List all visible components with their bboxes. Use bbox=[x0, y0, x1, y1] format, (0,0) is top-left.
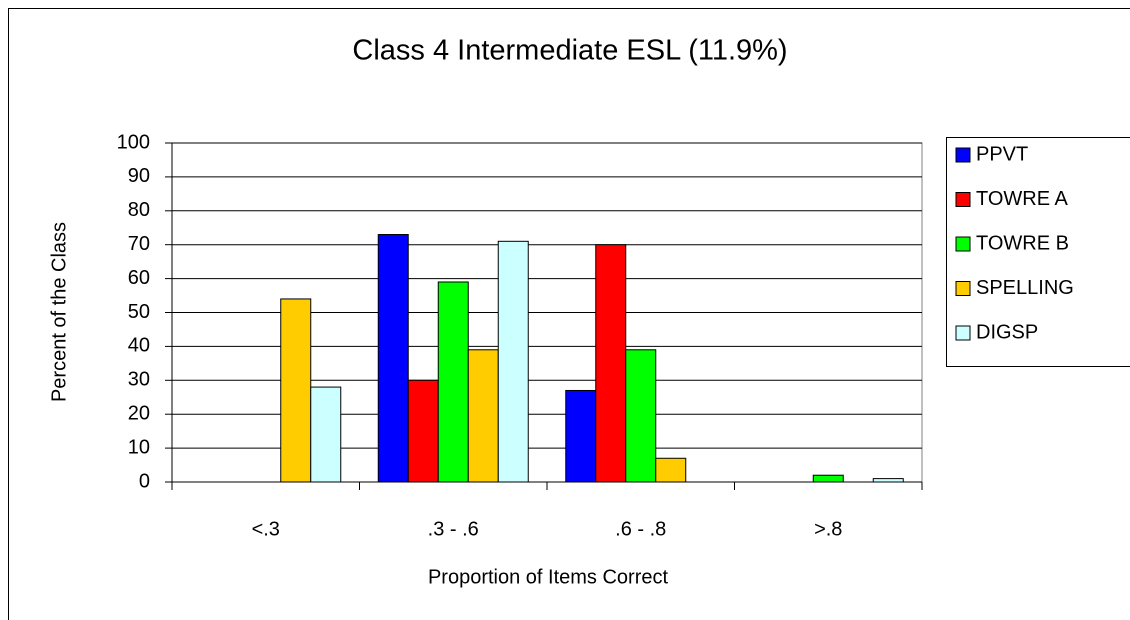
x-tick-label: .3 - .6 bbox=[428, 518, 479, 540]
bar bbox=[377, 234, 409, 483]
legend-label: PPVT bbox=[976, 143, 1028, 165]
y-tick-label: 10 bbox=[128, 436, 150, 458]
y-tick-label: 80 bbox=[128, 199, 150, 221]
y-tick-label: 30 bbox=[128, 369, 150, 391]
y-tick-label: 100 bbox=[117, 131, 150, 153]
y-tick-label: 70 bbox=[128, 233, 150, 255]
bar bbox=[437, 281, 469, 483]
bar bbox=[655, 457, 687, 483]
bar bbox=[467, 349, 499, 483]
bar bbox=[407, 379, 439, 483]
chart-title: Class 4 Intermediate ESL (11.9%) bbox=[352, 35, 787, 67]
bar bbox=[280, 298, 312, 483]
legend-label: TOWRE B bbox=[976, 232, 1069, 254]
legend-swatch bbox=[955, 325, 971, 341]
bar bbox=[310, 386, 342, 483]
y-tick-label: 40 bbox=[128, 335, 150, 357]
bar bbox=[812, 474, 844, 483]
y-axis-label: Percent of the Class bbox=[48, 222, 70, 402]
bar bbox=[595, 244, 627, 483]
bar bbox=[872, 478, 904, 483]
bar bbox=[565, 389, 597, 483]
legend-label: TOWRE A bbox=[976, 188, 1069, 210]
bar bbox=[497, 240, 529, 483]
legend-swatch bbox=[955, 147, 971, 163]
legend bbox=[946, 137, 1130, 367]
legend-label: DIGSP bbox=[976, 321, 1038, 343]
y-tick-label: 60 bbox=[128, 267, 150, 289]
y-tick-label: 50 bbox=[128, 301, 150, 323]
legend-swatch bbox=[955, 281, 971, 296]
legend-swatch bbox=[955, 236, 971, 252]
bar bbox=[625, 349, 657, 483]
x-tick-label: <.3 bbox=[252, 518, 280, 540]
x-tick-label: .6 - .8 bbox=[615, 518, 666, 540]
y-tick-label: 0 bbox=[139, 470, 150, 492]
x-tick-label: >.8 bbox=[814, 518, 842, 540]
x-axis-label: Proportion of Items Correct bbox=[428, 566, 669, 588]
y-tick-label: 20 bbox=[128, 402, 150, 424]
legend-label: SPELLING bbox=[976, 277, 1074, 299]
y-tick-label: 90 bbox=[128, 165, 150, 187]
legend-swatch bbox=[955, 192, 971, 207]
